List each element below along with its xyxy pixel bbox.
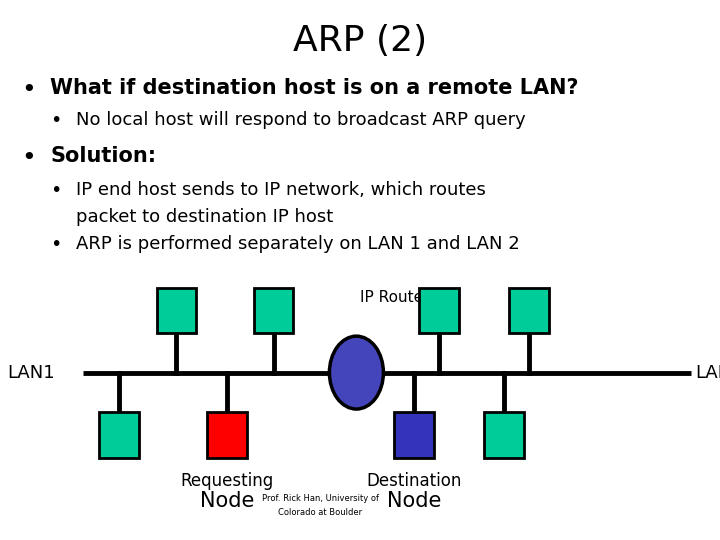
Ellipse shape [329, 336, 383, 409]
Bar [253, 287, 294, 333]
Text: ARP (2): ARP (2) [293, 24, 427, 58]
Bar [419, 287, 459, 333]
Text: What if destination host is on a remote LAN?: What if destination host is on a remote … [50, 78, 579, 98]
Text: •: • [50, 235, 62, 254]
Text: LAN1: LAN1 [7, 363, 55, 382]
Text: •: • [22, 146, 36, 170]
Text: Requesting: Requesting [180, 472, 274, 490]
Text: LAN2: LAN2 [695, 363, 720, 382]
Bar [484, 411, 524, 458]
Bar [395, 411, 433, 458]
Text: Node: Node [387, 491, 441, 511]
Text: •: • [50, 111, 62, 130]
Text: packet to destination IP host: packet to destination IP host [76, 208, 333, 226]
Text: Destination: Destination [366, 472, 462, 490]
Text: •: • [50, 181, 62, 200]
Text: •: • [22, 78, 36, 102]
Text: IP Router: IP Router [360, 290, 430, 305]
Text: Node: Node [199, 491, 254, 511]
Bar [510, 287, 549, 333]
Text: Solution:: Solution: [50, 146, 156, 166]
Bar [207, 411, 246, 458]
Text: Colorado at Boulder: Colorado at Boulder [279, 508, 362, 517]
Bar [99, 411, 139, 458]
Text: Prof. Rick Han, University of: Prof. Rick Han, University of [262, 494, 379, 503]
Text: ARP is performed separately on LAN 1 and LAN 2: ARP is performed separately on LAN 1 and… [76, 235, 519, 253]
Text: No local host will respond to broadcast ARP query: No local host will respond to broadcast … [76, 111, 526, 129]
Bar [157, 287, 196, 333]
Text: IP end host sends to IP network, which routes: IP end host sends to IP network, which r… [76, 181, 485, 199]
